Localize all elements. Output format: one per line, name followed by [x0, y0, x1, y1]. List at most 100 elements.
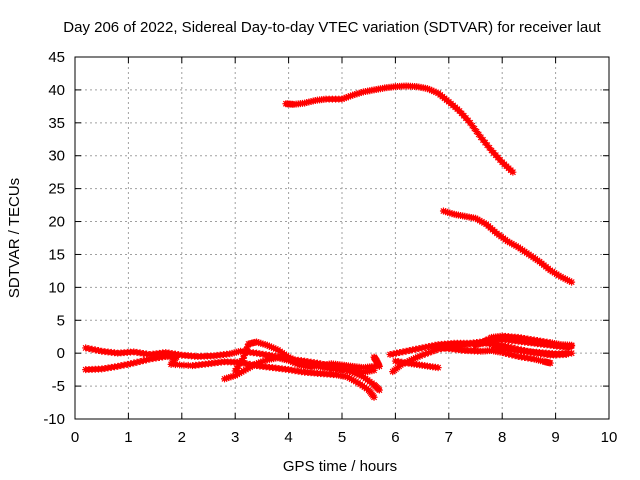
data-point [498, 349, 506, 357]
data-point [351, 91, 359, 99]
data-point [370, 366, 378, 374]
data-point [355, 371, 363, 379]
data-point [233, 364, 241, 372]
data-point [133, 358, 141, 366]
data-point [293, 357, 301, 365]
data-point [235, 369, 243, 377]
y-tick-label: 5 [57, 312, 65, 329]
series-low-arc-10 [472, 332, 576, 350]
data-point [242, 366, 250, 374]
x-tick-label: 7 [445, 429, 453, 446]
chart-title: Day 206 of 2022, Sidereal Day-to-day VTE… [63, 19, 601, 36]
data-point [370, 393, 378, 401]
data-point [136, 357, 144, 365]
data-point [117, 362, 125, 370]
data-point [250, 361, 258, 369]
y-tick-label: 35 [48, 115, 65, 132]
series-high-arc-2 [439, 207, 576, 286]
data-point [509, 168, 517, 176]
x-tick-label: 4 [284, 429, 292, 446]
data-point [426, 86, 434, 94]
x-tick-label: 1 [124, 429, 132, 446]
series-high-arc-1 [282, 82, 517, 176]
data-point [425, 343, 433, 351]
data-point [472, 214, 479, 222]
data-point [265, 342, 273, 350]
data-point [231, 372, 239, 380]
data-point [501, 349, 509, 357]
data-point [506, 238, 514, 246]
data-point [407, 356, 415, 364]
y-tick-label: 45 [48, 49, 65, 66]
data-point [88, 345, 96, 353]
data-point [472, 342, 479, 350]
data-point [446, 209, 454, 217]
data-point [444, 208, 452, 216]
data-point [512, 242, 520, 250]
x-tick-label: 0 [71, 429, 79, 446]
data-point [268, 343, 276, 351]
data-point [392, 349, 400, 357]
axis-ticks [74, 56, 610, 420]
data-point [418, 351, 426, 359]
data-point [439, 207, 447, 215]
data-point [478, 218, 486, 226]
data-point [412, 345, 420, 353]
y-tick-label: 0 [57, 345, 65, 362]
data-point [241, 349, 249, 357]
data-point [263, 341, 271, 349]
data-point [430, 87, 438, 95]
x-tick-labels: 0 1 2 3 4 5 6 7 8 9 10 [71, 429, 618, 446]
data-point [287, 354, 295, 362]
data-point [352, 378, 360, 386]
data-point [410, 355, 418, 363]
data-point [130, 359, 138, 367]
data-point [568, 349, 576, 357]
data-point [402, 347, 410, 355]
data-point [120, 361, 128, 369]
data-point [123, 360, 131, 368]
data-point [310, 361, 318, 369]
data-point [240, 367, 248, 375]
y-tick-label: 40 [48, 82, 65, 99]
data-point [347, 92, 355, 100]
data-point [176, 361, 184, 369]
data-point [405, 347, 413, 355]
data-point [253, 360, 261, 368]
data-point [242, 346, 250, 354]
data-point [568, 341, 576, 349]
data-point [342, 94, 350, 102]
data-point [414, 353, 422, 361]
data-point [221, 375, 229, 383]
data-point [272, 345, 280, 353]
series-low-arc-8 [391, 357, 442, 372]
data-point [227, 373, 235, 381]
x-tick-label: 9 [551, 429, 559, 446]
data-point [326, 362, 334, 370]
data-point [415, 345, 423, 353]
data-point [143, 356, 151, 364]
data-point [270, 344, 278, 352]
data-point [557, 273, 565, 281]
data-point [350, 376, 358, 384]
data-point [476, 217, 484, 225]
y-tick-label: -10 [43, 411, 65, 428]
data-point [421, 343, 429, 351]
data-markers [82, 82, 576, 401]
data-point [231, 367, 239, 375]
data-point [312, 362, 320, 370]
data-point [167, 360, 175, 368]
data-point [353, 90, 361, 98]
data-point [448, 210, 456, 218]
data-point [234, 362, 242, 370]
x-tick-label: 5 [338, 429, 346, 446]
data-point [85, 345, 93, 353]
data-point [289, 355, 297, 363]
data-point [91, 346, 99, 354]
data-point [428, 86, 436, 94]
data-point [442, 208, 450, 216]
data-point [396, 349, 404, 357]
data-point [94, 347, 102, 355]
series-low-arc-5 [370, 353, 383, 370]
data-point [370, 362, 378, 370]
